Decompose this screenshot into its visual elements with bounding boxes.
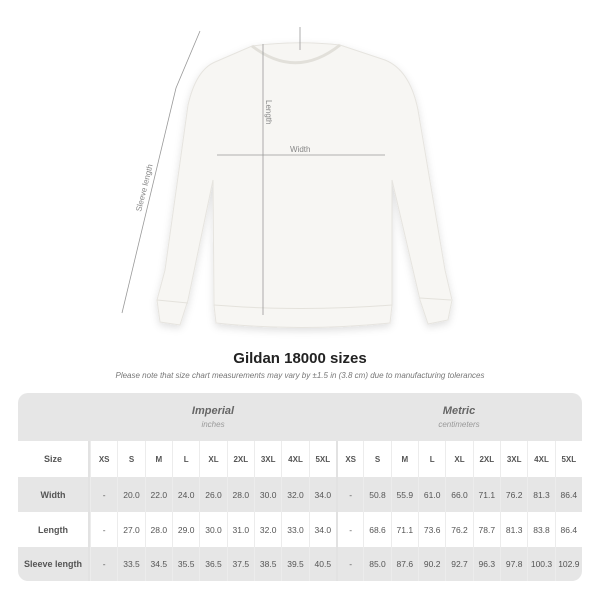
measurement-lines [121, 27, 385, 315]
table-cell: - [336, 477, 364, 512]
table-cell: 50.8 [363, 477, 391, 512]
size-header: 3XL [254, 441, 281, 477]
table-cell: 85.0 [363, 547, 391, 581]
table-cell: - [336, 512, 363, 547]
size-header: 5XL [554, 441, 582, 477]
table-cell: 90.2 [418, 547, 446, 581]
length-label: Length [264, 100, 273, 124]
size-header: XL [445, 441, 472, 477]
table-cell: 28.0 [144, 512, 172, 547]
table-cell: 36.5 [199, 547, 227, 581]
size-header: M [390, 441, 418, 477]
sleeve-length-label: Sleeve length [134, 163, 154, 212]
table-cell: 100.3 [527, 547, 555, 581]
table-cell: - [90, 547, 118, 581]
group-header-metric: Metric centimeters [336, 393, 582, 441]
table-cell: 71.1 [390, 512, 418, 547]
metric-title: Metric [442, 405, 476, 417]
table-cell: 30.0 [199, 512, 226, 547]
table-cell: 68.6 [363, 512, 390, 547]
table-cell: 81.3 [500, 512, 527, 547]
table-cell: 32.0 [281, 477, 309, 512]
table-cell: 20.0 [117, 477, 145, 512]
table-cell: 78.7 [472, 512, 500, 547]
table-cell: 61.0 [418, 477, 446, 512]
row-label: Length [18, 512, 90, 547]
size-header: XS [336, 441, 363, 477]
size-header: S [363, 441, 390, 477]
table-cell: 33.0 [281, 512, 308, 547]
sweatshirt-diagram: Length Width Sleeve length [121, 27, 453, 328]
table-cell: 33.5 [117, 547, 145, 581]
table-cell: 34.0 [308, 512, 336, 547]
size-header: XS [90, 441, 117, 477]
table-cell: 97.8 [500, 547, 528, 581]
size-header: 3XL [500, 441, 527, 477]
table-cell: 39.5 [281, 547, 309, 581]
table-cell: 86.4 [554, 512, 582, 547]
width-label: Width [290, 145, 310, 154]
size-header: L [418, 441, 445, 477]
table-cell: 81.3 [527, 477, 555, 512]
table-cell: 40.5 [308, 547, 336, 581]
table-cell: 92.7 [445, 547, 473, 581]
table-cell: 29.0 [172, 512, 199, 547]
table-cell: 34.5 [144, 547, 172, 581]
row-label-size: Size [18, 441, 90, 477]
size-header: M [144, 441, 172, 477]
table-cell: 34.0 [308, 477, 336, 512]
imperial-title: Imperial [191, 405, 235, 417]
group-header-imperial: Imperial inches [90, 393, 336, 441]
size-header: XL [199, 441, 226, 477]
table-cell: 76.2 [500, 477, 528, 512]
table-cell: 83.8 [527, 512, 554, 547]
table-cell: - [336, 547, 364, 581]
table-cell: 26.0 [199, 477, 227, 512]
table-cell: 55.9 [390, 477, 418, 512]
size-header: 2XL [226, 441, 254, 477]
table-cell: 73.6 [418, 512, 445, 547]
table-cell: 32.0 [254, 512, 281, 547]
table-cell: 37.5 [226, 547, 254, 581]
table-cell: 24.0 [172, 477, 200, 512]
row-label: Sleeve length [18, 547, 90, 581]
table-cell: 28.0 [226, 477, 254, 512]
imperial-unit: inches [201, 420, 225, 429]
table-cell: 35.5 [172, 547, 200, 581]
table-cell: 31.0 [226, 512, 254, 547]
page-title: Gildan 18000 sizes [233, 350, 367, 367]
table-cell: 76.2 [445, 512, 472, 547]
size-header: L [172, 441, 199, 477]
table-cell: 30.0 [254, 477, 282, 512]
tolerance-note: Please note that size chart measurements… [115, 371, 485, 380]
table-cell: - [90, 512, 117, 547]
size-header: 5XL [308, 441, 336, 477]
size-header: 4XL [281, 441, 308, 477]
table-cell: 87.6 [390, 547, 418, 581]
table-cell: 66.0 [445, 477, 473, 512]
size-chart-table: Imperial inches Metric centimeters Size XS S M L… [18, 393, 582, 581]
table-cell: 96.3 [472, 547, 500, 581]
table-cell: - [90, 477, 118, 512]
table-cell: 102.9 [554, 547, 582, 581]
size-header: 4XL [527, 441, 554, 477]
size-header: 2XL [472, 441, 500, 477]
table-cell: 38.5 [254, 547, 282, 581]
table-cell: 27.0 [117, 512, 144, 547]
table-cell: 86.4 [554, 477, 582, 512]
header-corner [18, 393, 90, 441]
sweatshirt-image [156, 42, 453, 328]
table-cell: 22.0 [144, 477, 172, 512]
size-header: S [117, 441, 144, 477]
metric-unit: centimeters [438, 420, 480, 429]
row-label: Width [18, 477, 90, 512]
table-cell: 71.1 [472, 477, 500, 512]
